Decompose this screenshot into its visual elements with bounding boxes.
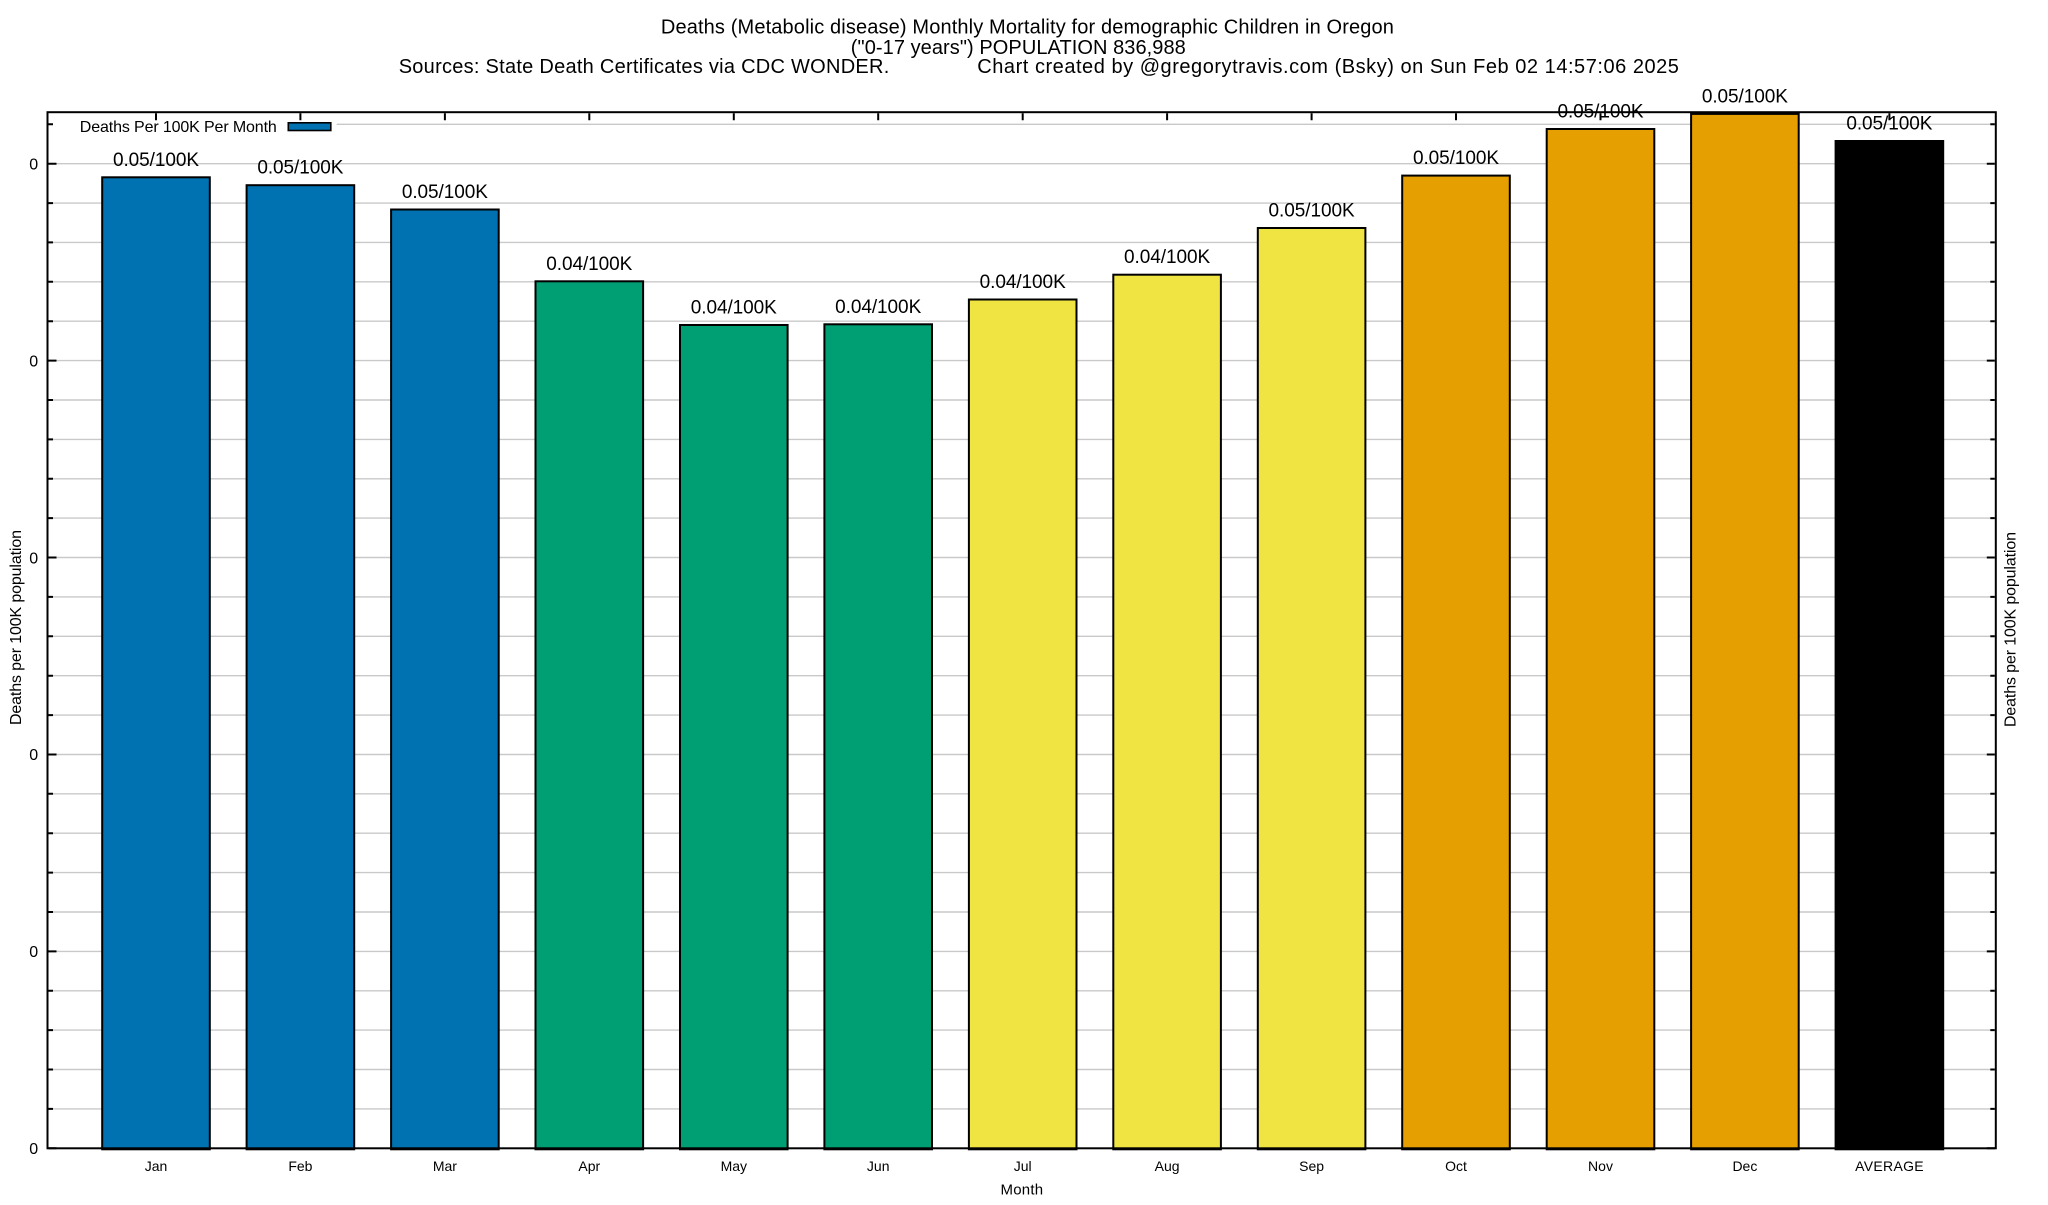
svg-text:Sources: State Death Certifica: Sources: State Death Certificates via CD… xyxy=(399,56,890,78)
svg-text:Aug: Aug xyxy=(1155,1158,1180,1174)
svg-text:0: 0 xyxy=(29,353,38,370)
svg-text:Oct: Oct xyxy=(1445,1158,1467,1174)
svg-text:("0-17 years") POPULATION 836,: ("0-17 years") POPULATION 836,988 xyxy=(851,37,1186,59)
svg-text:Nov: Nov xyxy=(1588,1158,1613,1174)
svg-text:Deaths (Metabolic disease) Mon: Deaths (Metabolic disease) Monthly Morta… xyxy=(661,17,1394,39)
svg-text:Deaths Per 100K Per Month: Deaths Per 100K Per Month xyxy=(80,119,277,136)
svg-text:AVERAGE: AVERAGE xyxy=(1855,1158,1924,1174)
svg-text:Jan: Jan xyxy=(145,1158,168,1174)
svg-text:0.05/100K: 0.05/100K xyxy=(113,150,199,171)
svg-text:Chart created by @gregorytravi: Chart created by @gregorytravis.com (Bsk… xyxy=(977,56,1679,78)
svg-text:0.05/100K: 0.05/100K xyxy=(1413,148,1499,169)
svg-text:Dec: Dec xyxy=(1732,1158,1757,1174)
svg-text:0: 0 xyxy=(29,747,38,764)
svg-text:0.04/100K: 0.04/100K xyxy=(691,298,777,319)
svg-text:Feb: Feb xyxy=(288,1158,312,1174)
svg-text:0.05/100K: 0.05/100K xyxy=(257,158,343,179)
svg-text:0: 0 xyxy=(29,944,38,961)
svg-text:Deaths per 100K population: Deaths per 100K population xyxy=(8,530,25,725)
svg-text:Jun: Jun xyxy=(867,1158,890,1174)
svg-text:Mar: Mar xyxy=(433,1158,457,1174)
svg-text:May: May xyxy=(721,1158,747,1174)
svg-text:0.04/100K: 0.04/100K xyxy=(1124,247,1210,268)
svg-text:0.04/100K: 0.04/100K xyxy=(835,297,921,318)
svg-text:Apr: Apr xyxy=(578,1158,600,1174)
svg-text:Month: Month xyxy=(1000,1181,1043,1198)
svg-text:0: 0 xyxy=(29,1141,38,1158)
svg-text:0.05/100K: 0.05/100K xyxy=(1702,86,1788,107)
svg-text:0.05/100K: 0.05/100K xyxy=(402,182,488,203)
svg-text:0: 0 xyxy=(29,157,38,174)
svg-text:0.05/100K: 0.05/100K xyxy=(1269,201,1355,222)
svg-text:Sep: Sep xyxy=(1299,1158,1324,1174)
svg-text:Jul: Jul xyxy=(1014,1158,1032,1174)
svg-text:0.04/100K: 0.04/100K xyxy=(980,272,1066,293)
svg-text:0.05/100K: 0.05/100K xyxy=(1557,102,1643,123)
svg-text:Deaths per 100K population: Deaths per 100K population xyxy=(2003,532,2020,727)
svg-text:0.04/100K: 0.04/100K xyxy=(546,254,632,275)
svg-text:0.05/100K: 0.05/100K xyxy=(1846,114,1932,135)
svg-text:0: 0 xyxy=(29,550,38,567)
